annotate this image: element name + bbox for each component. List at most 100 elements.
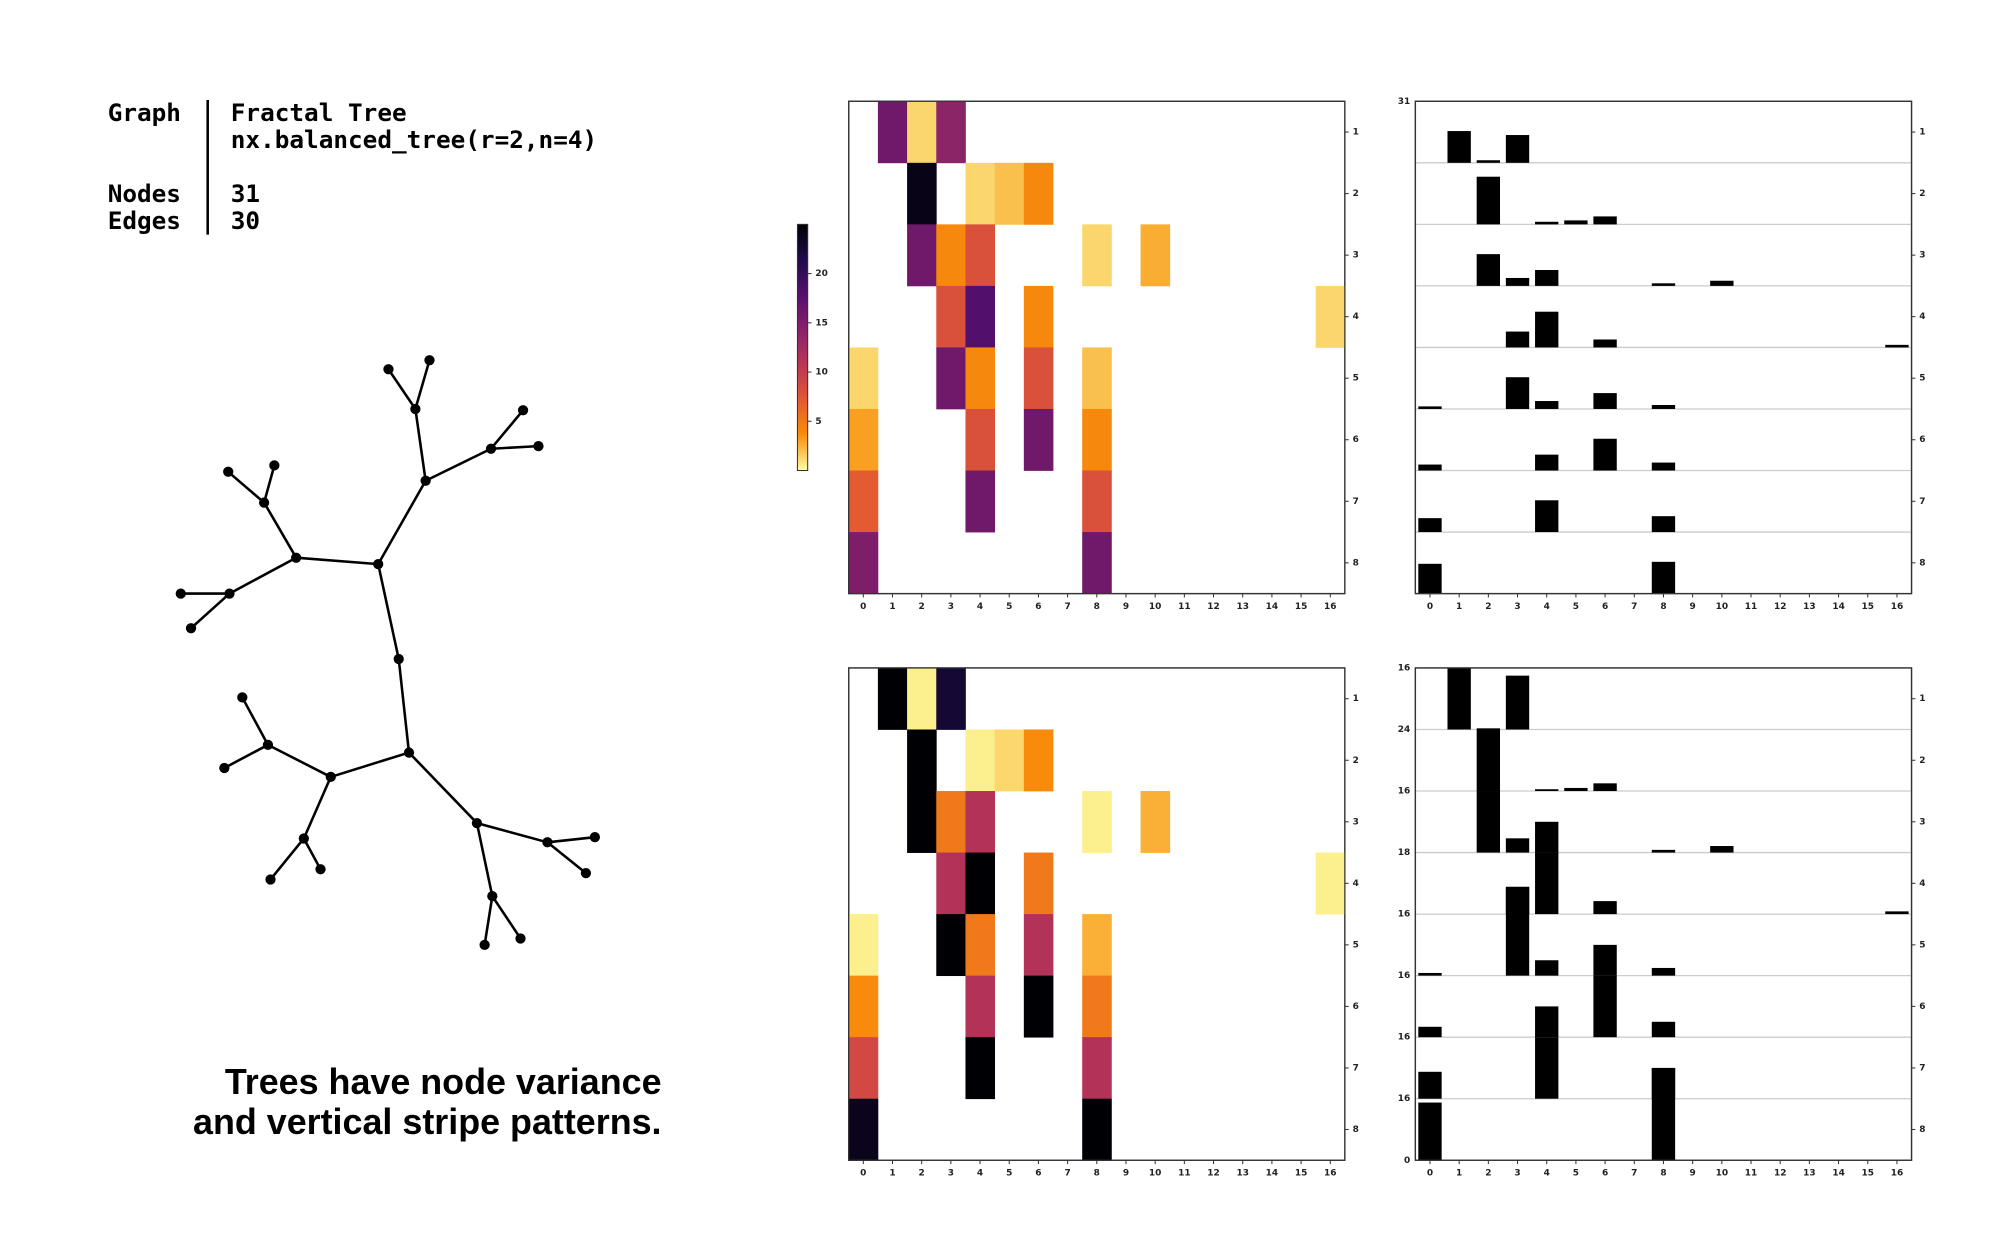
bar — [1418, 563, 1442, 594]
bar — [1651, 849, 1676, 853]
bar — [1535, 852, 1559, 915]
heatmap-cell — [907, 667, 937, 730]
bar — [1593, 393, 1617, 409]
y-tick-label: 4 — [1353, 312, 1359, 322]
tree-edge — [546, 841, 587, 875]
x-tick-label: 10 — [1149, 1169, 1161, 1179]
tree-edge — [387, 368, 417, 410]
x-tick-label: 6 — [1602, 602, 1608, 612]
tree-diagram — [175, 355, 600, 950]
info-value: Fractal Tree — [231, 98, 407, 127]
tree-edge — [425, 447, 492, 482]
heatmap-cell — [1082, 470, 1112, 533]
heatmap-cell — [936, 914, 966, 977]
heatmap-cell — [936, 224, 966, 287]
bar — [1593, 216, 1617, 225]
plot-border — [848, 667, 1346, 1161]
x-tick-label: 16 — [1891, 602, 1903, 612]
x-tick-label: 14 — [1832, 602, 1844, 612]
heatmap-cell — [1082, 347, 1112, 410]
y-tick-label: 8 — [1353, 1125, 1359, 1135]
y-tick-label: 2 — [1353, 756, 1359, 766]
x-tick-label: 9 — [1123, 1169, 1129, 1179]
x-tick-label: 13 — [1236, 602, 1248, 612]
heatmap-cell — [848, 347, 879, 410]
tree-edge — [241, 696, 270, 746]
bar — [1476, 728, 1501, 730]
y-tick-label: 8 — [1353, 558, 1359, 568]
tree-node — [269, 460, 280, 471]
colorbar-tick-label: 20 — [815, 269, 827, 279]
x-tick-label: 15 — [1862, 1169, 1874, 1179]
tree-edge — [262, 465, 276, 503]
bar — [1418, 1026, 1442, 1038]
bar — [1535, 401, 1559, 409]
info-value: 30 — [231, 206, 260, 235]
y-tick-label: 5 — [1353, 374, 1359, 384]
heatmap-cell — [1023, 347, 1054, 410]
tree-edge — [397, 658, 411, 753]
bar — [1651, 967, 1676, 976]
x-tick-label: 3 — [948, 1169, 954, 1179]
bar — [1505, 377, 1530, 409]
x-tick-label: 5 — [1573, 1169, 1579, 1179]
colorbar-tick-label: 5 — [815, 417, 821, 427]
heatmap-cell — [1315, 285, 1346, 348]
tree-node — [265, 874, 276, 885]
bar — [1535, 821, 1559, 853]
x-tick-label: 14 — [1266, 1169, 1278, 1179]
bar — [1505, 331, 1530, 348]
tree-edge — [227, 470, 265, 504]
tree-node — [291, 552, 302, 563]
tree-node — [175, 588, 186, 599]
row-max-label: 24 — [1398, 725, 1410, 735]
bar — [1476, 254, 1501, 286]
tree-edge — [296, 556, 379, 566]
bar — [1535, 500, 1559, 533]
heatmap-cell — [965, 1037, 996, 1100]
bar — [1535, 1006, 1559, 1038]
tree-node — [315, 864, 326, 875]
heatmap-cell — [907, 791, 937, 853]
heatmap-cell — [1082, 791, 1112, 853]
row-max-label: 16 — [1398, 787, 1410, 797]
x-tick-label: 7 — [1631, 1169, 1637, 1179]
tree-edge — [223, 743, 269, 770]
tree-node — [471, 817, 483, 829]
heatmap-cell — [1082, 1037, 1112, 1100]
tree-node — [325, 771, 336, 783]
heatmap-cell — [1082, 408, 1112, 471]
bar — [1418, 972, 1442, 976]
x-tick-label: 6 — [1035, 1169, 1041, 1179]
tree-node — [420, 475, 431, 486]
bar — [1885, 344, 1909, 348]
x-tick-label: 7 — [1631, 602, 1637, 612]
x-tick-label: 12 — [1774, 602, 1786, 612]
bar — [1505, 838, 1530, 853]
y-tick-label: 5 — [1919, 374, 1925, 384]
bar — [1651, 405, 1676, 409]
bar — [1651, 561, 1676, 594]
tree-node — [258, 497, 270, 508]
heatmap-cell — [1082, 224, 1112, 287]
bar — [1535, 311, 1559, 348]
y-tick-label: 8 — [1919, 558, 1925, 568]
tree-node — [424, 355, 435, 366]
y-tick-label: 7 — [1919, 1063, 1925, 1073]
heatmap-cell — [965, 162, 996, 225]
info-label: Graph — [108, 98, 181, 127]
x-tick-label: 9 — [1690, 1169, 1696, 1179]
x-tick-label: 4 — [1544, 1169, 1550, 1179]
x-tick-label: 0 — [1427, 1169, 1433, 1179]
tree-node — [223, 466, 234, 477]
x-tick-label: 8 — [1094, 602, 1100, 612]
bar — [1535, 789, 1559, 792]
tree-edge — [377, 480, 427, 565]
y-tick-label: 4 — [1919, 879, 1925, 889]
bar — [1418, 1071, 1442, 1099]
bar — [1418, 1102, 1442, 1161]
heatmap-cell — [1140, 791, 1171, 853]
x-tick-label: 11 — [1178, 1169, 1190, 1179]
bar — [1418, 406, 1442, 409]
